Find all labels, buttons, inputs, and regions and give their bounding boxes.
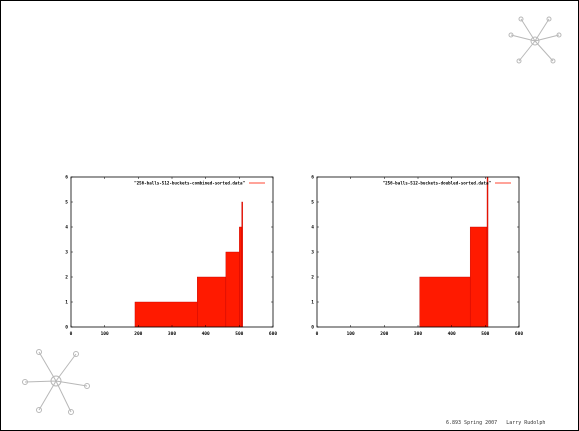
chart-doubled-sorted: 0 100 200 300 400 500 600 0 1 2 3 4 5 6 "256-balls-512… <box>307 173 523 338</box>
y-tick-label: 4 <box>311 225 314 231</box>
y-tick-label: 2 <box>65 275 68 281</box>
y-tick-label: 6 <box>311 175 314 181</box>
area-step <box>241 201 243 328</box>
x-tick-label: 600 <box>515 331 523 337</box>
y-tick-label: 5 <box>311 200 314 206</box>
x-tick-label: 600 <box>269 331 277 337</box>
x-tick-label: 500 <box>481 331 489 337</box>
area-step <box>419 276 471 328</box>
x-tick-label: 200 <box>380 331 388 337</box>
x-tick-label: 0 <box>316 331 319 337</box>
starfish-icon <box>507 13 563 73</box>
legend-label: "256-balls-512-buckets-doubled-sorted.da… <box>383 181 492 186</box>
x-tick-label: 100 <box>101 331 109 337</box>
x-tick-label: 300 <box>168 331 176 337</box>
y-tick-label: 2 <box>311 275 314 281</box>
x-tick-label: 100 <box>347 331 355 337</box>
area-step <box>469 226 488 328</box>
area-step <box>134 301 198 328</box>
x-tick-label: 500 <box>235 331 243 337</box>
y-tick-label: 6 <box>65 175 68 181</box>
y-tick-label: 5 <box>65 200 68 206</box>
area-step <box>486 176 489 328</box>
plot-frame <box>316 176 520 328</box>
area-step <box>225 251 240 328</box>
chart-combined-sorted: 0 100 200 300 400 500 600 0 1 2 3 4 5 6 "256-balls-512… <box>61 173 277 338</box>
y-tick-label: 4 <box>65 225 68 231</box>
y-tick-label: 1 <box>311 300 314 306</box>
y-tick-label: 1 <box>65 300 68 306</box>
x-tick-label: 0 <box>70 331 73 337</box>
y-tick-label: 3 <box>311 250 314 256</box>
x-tick-label: 200 <box>134 331 142 337</box>
starfish-icon <box>21 346 91 420</box>
legend-label: "256-balls-512-buckets-combined-sorted.d… <box>134 181 245 186</box>
y-tick-label: 3 <box>65 250 68 256</box>
x-tick-label: 400 <box>448 331 456 337</box>
footer-text: 6.893 Spring 2007 Larry Rudolph <box>446 420 546 426</box>
y-tick-label: 0 <box>311 325 314 331</box>
area-step <box>239 226 242 328</box>
x-tick-label: 300 <box>414 331 422 337</box>
x-tick-label: 400 <box>202 331 210 337</box>
y-tick-label: 0 <box>65 325 68 331</box>
area-step <box>197 276 227 328</box>
